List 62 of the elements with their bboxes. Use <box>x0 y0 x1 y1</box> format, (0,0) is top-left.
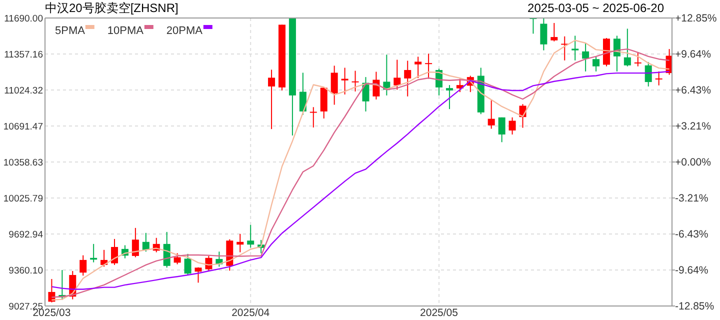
candlestick <box>268 69 276 130</box>
candlestick <box>508 116 516 135</box>
y-tick-label: 10025.79 <box>3 193 43 204</box>
candlestick <box>194 266 202 284</box>
y2-tick-label: +12.85% <box>675 12 717 25</box>
candlestick <box>613 35 620 72</box>
candlestick <box>582 42 590 72</box>
candlestick <box>404 60 412 97</box>
y-tick-label: 9360.10 <box>8 265 43 276</box>
y2-tick-label: +0.00% <box>675 156 711 169</box>
candlestick <box>488 100 495 130</box>
candlestick <box>330 65 338 106</box>
x-tick-label: 2025/04 <box>232 307 270 319</box>
legend-label: 20PMA <box>166 24 204 37</box>
y2-tick-label: -9.64% <box>675 264 708 277</box>
y2-tick-label: -12.85% <box>675 300 714 313</box>
y-tick-label: 10691.47 <box>3 121 43 132</box>
candlestick <box>142 232 150 252</box>
candlestick <box>425 53 432 80</box>
y-tick-label: 9692.94 <box>8 229 43 240</box>
candlestick <box>299 72 306 116</box>
candlestick <box>341 67 348 95</box>
candlestick <box>132 227 139 258</box>
chart-title: 中汉20号胶卖空[ZHSNR] <box>45 1 178 15</box>
candlestick <box>320 86 328 119</box>
candlestick <box>184 253 192 276</box>
legend-label: 10PMA <box>107 24 144 37</box>
candlestick <box>498 116 506 143</box>
candlestick <box>80 254 87 276</box>
y2-tick-label: +3.21% <box>675 120 711 133</box>
candlestick <box>624 28 631 67</box>
candlestick <box>352 70 359 92</box>
candlestick <box>550 22 558 42</box>
candlestick <box>205 255 212 272</box>
candlestick <box>236 233 244 253</box>
candlestick <box>310 106 317 128</box>
candlestick <box>592 56 600 72</box>
candlestick <box>561 36 568 61</box>
y2-tick-label: -6.43% <box>675 228 708 241</box>
y2-tick-label: +6.43% <box>675 84 711 97</box>
candlestick <box>446 84 453 110</box>
candlestick <box>414 56 422 79</box>
x-tick-label: 2025/05 <box>420 307 458 319</box>
legend-label: 5PMA <box>55 24 86 37</box>
y2-tick-label: -3.21% <box>675 192 708 205</box>
candlestick <box>247 224 254 248</box>
candlestick <box>174 252 181 265</box>
y-tick-label: 11690.00 <box>4 13 43 24</box>
y-tick-label: 10358.63 <box>3 157 43 168</box>
candlestick <box>572 35 579 61</box>
candlestick <box>394 59 401 90</box>
x-tick-label: 2025/03 <box>32 307 71 319</box>
candlestick <box>456 78 464 93</box>
candlestick <box>634 52 642 67</box>
chart-subtitle: 2025-03-05 ~ 2025-06-20 <box>528 1 664 15</box>
y2-tick-label: +9.64% <box>675 48 711 61</box>
candlestick <box>111 238 118 266</box>
candlestick <box>540 18 548 51</box>
y-tick-label: 11024.32 <box>4 85 43 96</box>
candlestick <box>644 62 652 87</box>
y-tick-label: 11357.16 <box>4 49 43 60</box>
candlestick <box>655 70 662 86</box>
